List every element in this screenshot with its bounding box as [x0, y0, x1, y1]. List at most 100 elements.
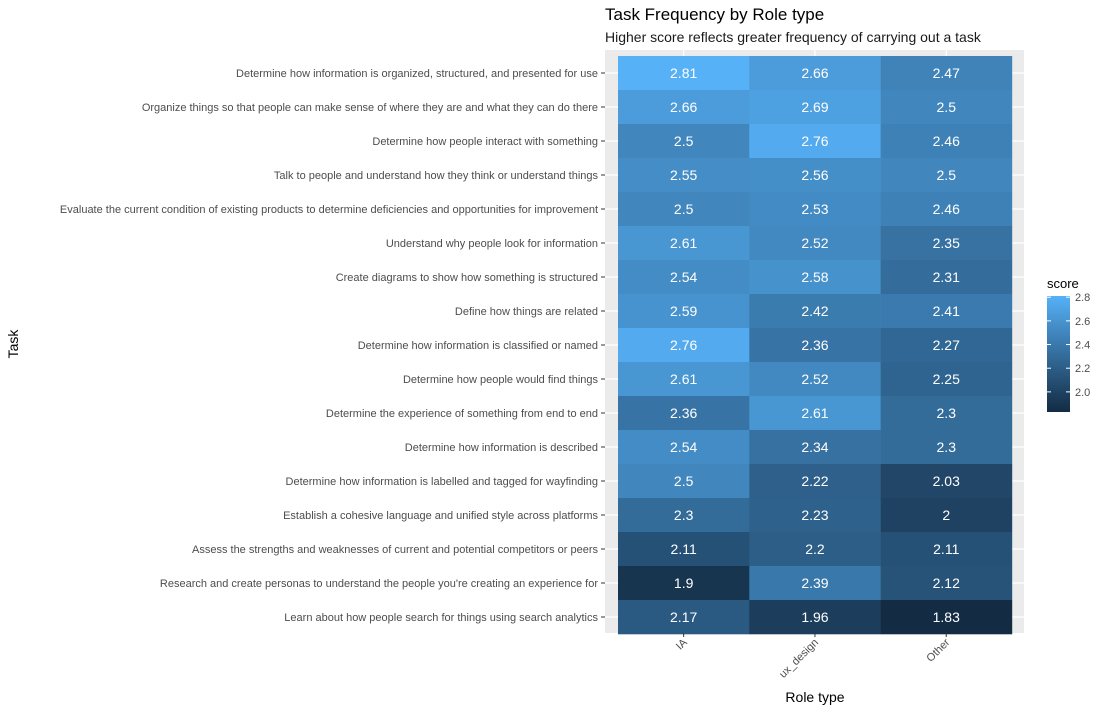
cell-value-label: 2.3 — [674, 507, 694, 523]
chart-title: Task Frequency by Role type — [605, 5, 824, 24]
heatmap-cell — [749, 464, 881, 499]
y-axis-title: Task — [5, 329, 21, 359]
cell-value-label: 2.5 — [674, 473, 694, 489]
cell-value-label: 2.3 — [937, 405, 957, 421]
cell-value-label: 2.5 — [674, 201, 694, 217]
cell-value-label: 2.41 — [933, 303, 960, 319]
x-axis-ticks: IA ux_design Other — [674, 633, 953, 681]
cell-value-label: 2.11 — [671, 541, 697, 557]
cell-value-label: 2.42 — [801, 303, 828, 319]
cell-value-label: 2.61 — [670, 235, 697, 251]
cell-value-label: 2.66 — [670, 99, 697, 115]
heatmap-cell — [880, 192, 1013, 227]
cell-value-label: 2.5 — [937, 167, 957, 183]
y-tick-label: Determine how people interact with somet… — [372, 136, 598, 148]
heatmap-cell — [749, 362, 881, 397]
cell-value-label: 2.54 — [670, 269, 697, 285]
heatmap-cell — [749, 430, 881, 465]
heatmap-cell — [749, 328, 881, 363]
cell-value-label: 2.03 — [933, 473, 960, 489]
heatmap-cell — [618, 226, 750, 261]
cell-value-label: 2.53 — [801, 201, 828, 217]
cell-value-label: 2.47 — [933, 65, 960, 81]
x-tick-label: ux_design — [777, 637, 821, 681]
heatmap-cell — [880, 226, 1013, 261]
y-tick-label: Establish a cohesive language and unifie… — [283, 510, 598, 522]
heatmap-cell — [618, 600, 750, 635]
cell-value-label: 2.52 — [801, 371, 828, 387]
y-tick-label: Talk to people and understand how they t… — [274, 170, 599, 182]
legend-label: 2.6 — [1075, 316, 1090, 328]
heatmap-cell — [749, 532, 881, 567]
cell-value-label: 2.2 — [805, 541, 825, 557]
heatmap-cell — [618, 328, 750, 363]
cell-value-label: 2.5 — [674, 133, 694, 149]
legend-label: 2.4 — [1075, 340, 1090, 352]
y-tick-label: Create diagrams to show how something is… — [336, 272, 598, 284]
cell-value-label: 2.52 — [801, 235, 828, 251]
heatmap-cell — [749, 396, 881, 431]
heatmap-cell — [749, 294, 881, 329]
y-tick-label: Determine how people would find things — [403, 374, 599, 386]
cell-value-label: 2.22 — [801, 473, 828, 489]
cell-value-label: 2.25 — [933, 371, 960, 387]
cell-value-label: 2.27 — [933, 337, 960, 353]
heatmap-cell — [880, 158, 1013, 193]
heatmap-cell — [880, 532, 1013, 567]
cell-value-label: 2.3 — [937, 439, 957, 455]
heatmap-cell — [749, 600, 881, 635]
cell-value-label: 2.76 — [670, 337, 697, 353]
y-axis-ticks: Determine how information is organized, … — [60, 68, 605, 624]
legend: 2.0 2.2 2.4 2.6 2.8 — [1047, 292, 1090, 412]
heatmap-cell — [618, 498, 750, 533]
y-tick-label: Determine how information is labelled an… — [286, 476, 598, 488]
heatmap-cell — [749, 192, 881, 227]
cell-value-label: 1.9 — [674, 575, 694, 591]
legend-label: 2.8 — [1075, 292, 1090, 304]
cell-value-label: 2.59 — [670, 303, 697, 319]
cell-value-label: 2.46 — [933, 133, 960, 149]
heatmap-cell — [618, 192, 750, 227]
heatmap-cell — [880, 56, 1013, 91]
heatmap-cell — [618, 362, 750, 397]
heatmap-cell — [749, 498, 881, 533]
cell-value-label: 2.46 — [933, 201, 960, 217]
heatmap-cell — [880, 328, 1013, 363]
heatmap-cell — [880, 260, 1013, 295]
heatmap-cell — [618, 532, 750, 567]
heatmap-cells: 2.81 2.66 2.47 2.66 2.69 2.5 2.5 2.76 2.46 2.55 2.… — [618, 56, 1013, 635]
legend-title: score — [1047, 276, 1079, 291]
y-tick-label: Organize things so that people can make … — [142, 102, 598, 114]
heatmap-cell — [749, 260, 881, 295]
cell-value-label: 2.35 — [933, 235, 960, 251]
y-tick-label: Determine how information is classified … — [358, 340, 598, 352]
heatmap-cell — [749, 158, 881, 193]
cell-value-label: 2.66 — [801, 65, 828, 81]
y-tick-label: Define how things are related — [455, 306, 598, 318]
cell-value-label: 2.69 — [801, 99, 828, 115]
legend-label: 2.0 — [1075, 387, 1090, 399]
heatmap-cell — [749, 90, 881, 125]
cell-value-label: 2.61 — [670, 371, 697, 387]
x-axis-title: Role type — [785, 689, 844, 705]
cell-value-label: 2.56 — [801, 167, 828, 183]
heatmap-cell — [618, 566, 750, 601]
cell-value-label: 2.54 — [670, 439, 697, 455]
y-tick-label: Assess the strengths and weaknesses of c… — [192, 544, 598, 556]
cell-value-label: 2.55 — [670, 167, 697, 183]
cell-value-label: 2.36 — [670, 405, 697, 421]
y-tick-label: Determine the experience of something fr… — [326, 408, 598, 420]
heatmap-cell — [618, 396, 750, 431]
legend-colorbar — [1047, 296, 1070, 412]
heatmap-cell — [618, 56, 750, 91]
y-tick-label: Evaluate the current condition of existi… — [60, 204, 598, 216]
cell-value-label: 1.83 — [933, 609, 960, 625]
cell-value-label: 2.11 — [933, 541, 959, 557]
y-tick-label: Determine how information is organized, … — [236, 68, 598, 80]
heatmap-cell — [880, 396, 1013, 431]
cell-value-label: 2 — [942, 507, 950, 523]
y-tick-label: Understand why people look for informati… — [386, 238, 598, 250]
heatmap-cell — [618, 158, 750, 193]
cell-value-label: 2.17 — [670, 609, 697, 625]
heatmap-cell — [618, 464, 750, 499]
